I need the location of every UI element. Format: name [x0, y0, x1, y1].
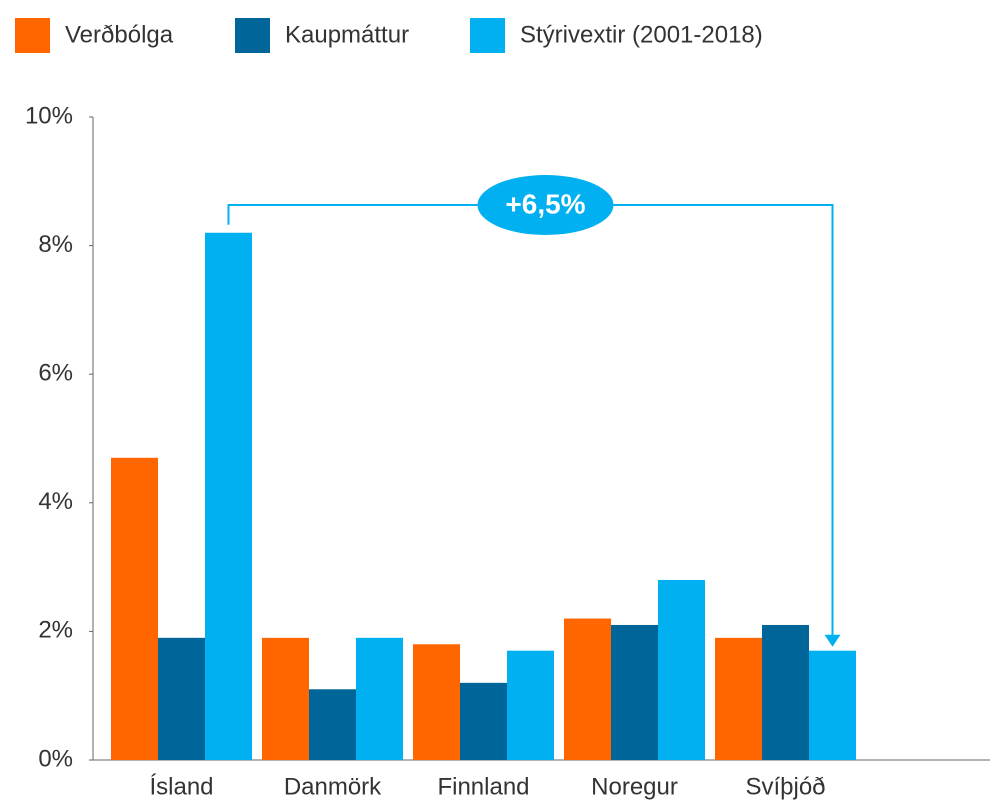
- legend-label: Kaupmáttur: [285, 21, 409, 48]
- x-tick-label: Ísland: [149, 773, 213, 800]
- bar: [309, 689, 356, 760]
- annotation-bracket: [227, 204, 834, 635]
- legend-label: Verðbólga: [65, 21, 174, 48]
- bar: [262, 637, 309, 760]
- bar: [715, 637, 762, 760]
- legend-label: Stýrivextir (2001-2018): [520, 21, 763, 48]
- y-tick-label: 10%: [25, 102, 73, 129]
- bar: [762, 624, 809, 760]
- x-tick-label: Finnland: [437, 773, 529, 800]
- legend-swatch: [470, 18, 505, 53]
- y-tick-label: 0%: [38, 745, 73, 772]
- bar: [507, 650, 554, 760]
- bar: [460, 682, 507, 760]
- bar: [205, 232, 252, 761]
- y-tick-label: 6%: [38, 360, 73, 387]
- x-tick-label: Danmörk: [284, 773, 382, 800]
- bar: [356, 637, 403, 760]
- x-tick-label: Svíþjóð: [745, 773, 825, 800]
- annotation-label: +6,5%: [505, 188, 585, 219]
- bar: [809, 650, 856, 760]
- bar: [413, 644, 460, 760]
- bar: [658, 579, 705, 760]
- bar: [111, 457, 158, 760]
- legend-swatch: [235, 18, 270, 53]
- legend-swatch: [15, 18, 50, 53]
- x-tick-label: Noregur: [591, 773, 678, 800]
- bar: [564, 618, 611, 760]
- y-tick-label: 8%: [38, 231, 73, 258]
- annotation-arrow: [824, 634, 841, 647]
- bar: [611, 624, 658, 760]
- y-tick-label: 4%: [38, 488, 73, 515]
- y-tick-label: 2%: [38, 617, 73, 644]
- bar: [158, 637, 205, 760]
- annotation-bubble: [477, 175, 614, 235]
